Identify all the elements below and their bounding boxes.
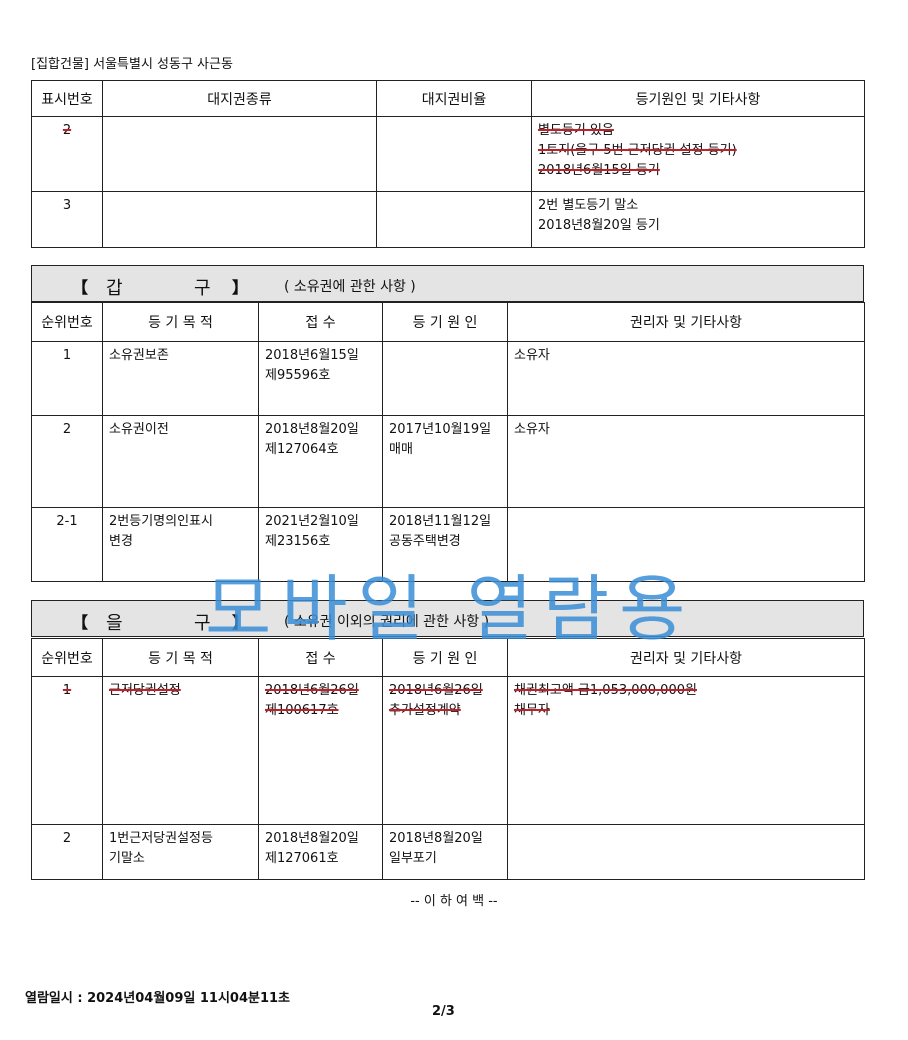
table-row: 3 2번 별도등기 말소 2018년8월20일 등기 bbox=[31, 191, 865, 248]
notes: 별도등기 있음 1토지(을구 5번 근저당권 설정 등기) 2018년6월15일… bbox=[531, 116, 865, 192]
eulgu-title-bar: 【 을 구 】 ( 소유권 이외의 권리에 관한 사항 ) bbox=[31, 600, 864, 637]
header-purpose: 등 기 목 적 bbox=[102, 302, 259, 342]
purpose: 소유권이전 bbox=[102, 415, 259, 508]
header-purpose: 등 기 목 적 bbox=[102, 638, 259, 677]
gapgu-table: 순위번호 등 기 목 적 접 수 등 기 원 인 권리자 및 기타사항 1 소유… bbox=[31, 302, 865, 582]
section-name-1: 을 bbox=[106, 613, 123, 634]
land-type bbox=[102, 191, 377, 248]
holder: 소유자 bbox=[507, 341, 865, 416]
section-name-2: 구 bbox=[194, 613, 211, 634]
purpose: 1번근저당권설정등 기말소 bbox=[102, 824, 259, 880]
gapgu-title-bar: 【 갑 구 】 ( 소유권에 관한 사항 ) bbox=[31, 265, 864, 302]
bracket-close: 】 bbox=[232, 613, 249, 632]
eulgu-table: 순위번호 등 기 목 적 접 수 등 기 원 인 권리자 및 기타사항 1 근저… bbox=[31, 638, 865, 880]
header-rank: 순위번호 bbox=[31, 638, 103, 677]
address-line: [집합건물] 서울특별시 성동구 사근동 bbox=[31, 57, 233, 72]
table-row: 2 1번근저당권설정등 기말소 2018년8월20일 제127061호 2018… bbox=[31, 824, 865, 880]
purpose: 2번등기명의인표시 변경 bbox=[102, 507, 259, 582]
holder bbox=[507, 507, 865, 582]
section-name-2: 구 bbox=[194, 278, 211, 299]
table-row: 1 소유권보존 2018년6월15일 제95596호 소유자 bbox=[31, 341, 865, 416]
header-holder: 권리자 및 기타사항 bbox=[507, 638, 865, 677]
table-row: 2 소유권이전 2018년8월20일 제127064호 2017년10월19일 … bbox=[31, 415, 865, 508]
header-cause: 등 기 원 인 bbox=[382, 302, 508, 342]
cause: 2018년11월12일 공동주택변경 bbox=[382, 507, 508, 582]
table-row: 2 별도등기 있음 1토지(을구 5번 근저당권 설정 등기) 2018년6월1… bbox=[31, 116, 865, 192]
view-datetime: 열람일시 : 2024년04월09일 11시04분11초 bbox=[25, 991, 291, 1006]
header-cause: 등 기 원 인 bbox=[382, 638, 508, 677]
receipt: 2018년6월15일 제95596호 bbox=[258, 341, 383, 416]
receipt: 2021년2월10일 제23156호 bbox=[258, 507, 383, 582]
receipt: 2018년8월20일 제127064호 bbox=[258, 415, 383, 508]
page-number: 2/3 bbox=[432, 1004, 455, 1019]
receipt: 2018년8월20일 제127061호 bbox=[258, 824, 383, 880]
land-ratio bbox=[376, 191, 532, 248]
cause bbox=[382, 341, 508, 416]
bracket-close: 】 bbox=[232, 278, 249, 297]
header-land-ratio: 대지권비율 bbox=[376, 80, 532, 117]
rank: 2 bbox=[31, 415, 103, 508]
table-row: 2-1 2번등기명의인표시 변경 2021년2월10일 제23156호 2018… bbox=[31, 507, 865, 582]
header-notes: 등기원인 및 기타사항 bbox=[531, 80, 865, 117]
display-no: 2 bbox=[31, 116, 103, 192]
end-mark: -- 이 하 여 백 -- bbox=[410, 894, 498, 909]
bracket-open: 【 bbox=[72, 613, 89, 632]
land-type bbox=[102, 116, 377, 192]
section-desc: ( 소유권에 관한 사항 ) bbox=[284, 279, 416, 295]
bracket-open: 【 bbox=[72, 278, 89, 297]
header-land-type: 대지권종류 bbox=[102, 80, 377, 117]
holder: 소유자 bbox=[507, 415, 865, 508]
header-receipt: 접 수 bbox=[258, 638, 383, 677]
section-name-1: 갑 bbox=[106, 278, 123, 299]
display-no: 3 bbox=[31, 191, 103, 248]
header-receipt: 접 수 bbox=[258, 302, 383, 342]
header-holder: 권리자 및 기타사항 bbox=[507, 302, 865, 342]
purpose: 소유권보존 bbox=[102, 341, 259, 416]
cause: 2018년8월20일 일부포기 bbox=[382, 824, 508, 880]
cause: 2018년6월26일 추가설정계약 bbox=[382, 676, 508, 825]
section-desc: ( 소유권 이외의 권리에 관한 사항 ) bbox=[284, 614, 490, 630]
header-display-no: 표시번호 bbox=[31, 80, 103, 117]
table-row: 1 근저당권설정 2018년6월26일 제100617호 2018년6월26일 … bbox=[31, 676, 865, 825]
purpose: 근저당권설정 bbox=[102, 676, 259, 825]
holder: 채권최고액 금1,053,000,000원 채무자 bbox=[507, 676, 865, 825]
rank: 1 bbox=[31, 341, 103, 416]
receipt: 2018년6월26일 제100617호 bbox=[258, 676, 383, 825]
land-right-table: 표시번호 대지권종류 대지권비율 등기원인 및 기타사항 2 별도등기 있음 1… bbox=[31, 80, 865, 248]
rank: 1 bbox=[31, 676, 103, 825]
header-rank: 순위번호 bbox=[31, 302, 103, 342]
rank: 2-1 bbox=[31, 507, 103, 582]
cause: 2017년10월19일 매매 bbox=[382, 415, 508, 508]
land-ratio bbox=[376, 116, 532, 192]
rank: 2 bbox=[31, 824, 103, 880]
holder bbox=[507, 824, 865, 880]
notes: 2번 별도등기 말소 2018년8월20일 등기 bbox=[531, 191, 865, 248]
